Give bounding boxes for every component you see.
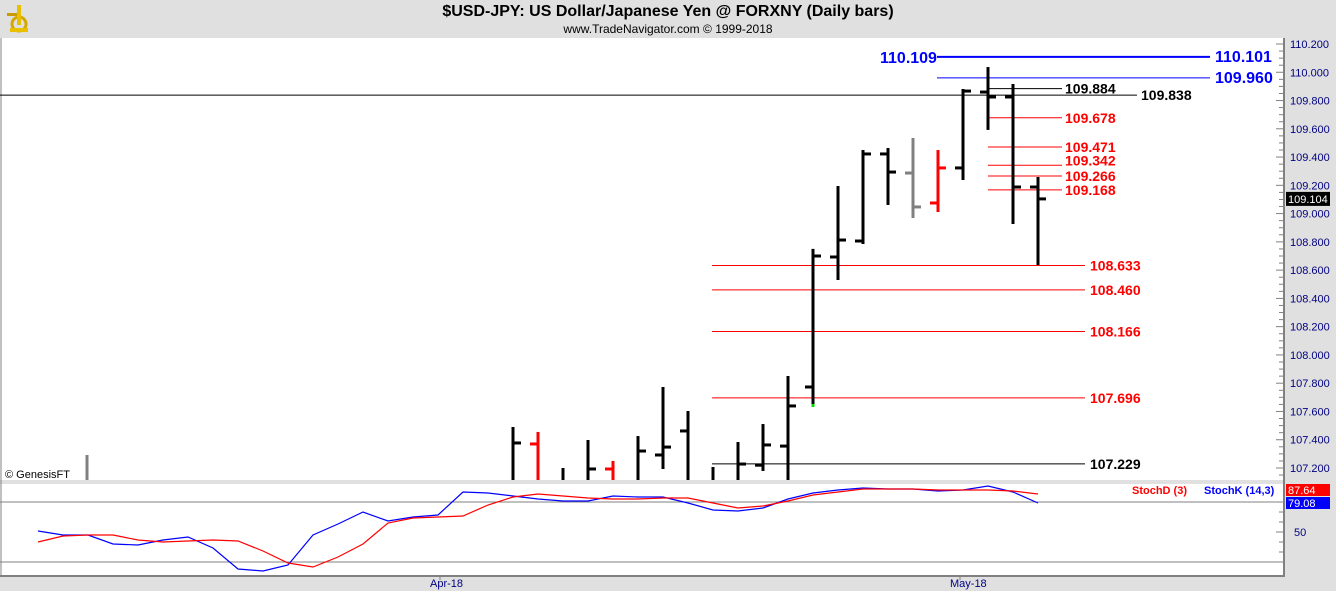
price-bar: [980, 67, 996, 130]
level-label: 108.460: [1090, 282, 1141, 298]
y-tick-label: 108.000: [1290, 350, 1330, 362]
price-bar: [586, 440, 596, 480]
x-tick-label: Apr-18: [430, 578, 463, 590]
last-price-label: 109.104: [1288, 194, 1328, 206]
y-tick-label: 108.800: [1290, 237, 1330, 249]
price-bar: [636, 436, 646, 480]
y-tick-label: 110.200: [1290, 39, 1329, 51]
level-label: 109.960: [1215, 70, 1273, 87]
price-bar: [736, 441, 746, 480]
x-tick-label: May-18: [950, 578, 987, 590]
level-label: 109.471: [1065, 139, 1116, 155]
price-bar: [755, 424, 771, 471]
level-label: 108.166: [1090, 323, 1141, 339]
stoch-legend-d: StochD (3): [1132, 485, 1187, 497]
y-tick-label: 109.800: [1290, 96, 1330, 108]
price-bar: [880, 148, 896, 205]
y-tick-label: 108.400: [1290, 293, 1330, 305]
price-bar: [805, 248, 821, 404]
price-bar: [780, 375, 796, 480]
price-bar: [855, 149, 871, 244]
stoch-last-label: 87.64: [1288, 485, 1316, 497]
price-bar: [830, 186, 846, 281]
stoch-tick-label: 50: [1294, 527, 1306, 539]
level-label: 109.884: [1065, 81, 1116, 97]
y-tick-label: 109.400: [1290, 152, 1330, 164]
y-tick-label: 109.000: [1290, 209, 1330, 221]
level-label: 109.342: [1065, 152, 1116, 168]
level-label: 109.266: [1065, 168, 1116, 184]
sextant-logo-icon: [7, 5, 28, 33]
stoch-last-label: 79.08: [1288, 498, 1316, 510]
stoch-last-badge: [1286, 497, 1330, 509]
price-panel: [0, 38, 1283, 480]
price-bar: [955, 88, 971, 180]
level-label: 110.101: [1215, 49, 1272, 66]
price-bar: [930, 149, 946, 213]
price-bar: [530, 431, 540, 480]
chart-subtitle: www.TradeNavigator.com © 1999-2018: [563, 22, 773, 36]
y-tick-label: 107.200: [1290, 463, 1330, 475]
low-marker: [811, 403, 815, 407]
level-label: 109.838: [1141, 87, 1192, 103]
level-label: 109.678: [1065, 110, 1116, 126]
stoch-line-k: [37, 485, 1039, 572]
header-bar: $USD-JPY: US Dollar/Japanese Yen @ FORXN…: [0, 0, 1336, 38]
price-bar: [1030, 176, 1046, 266]
price-bar: [905, 137, 921, 218]
chart-title: $USD-JPY: US Dollar/Japanese Yen @ FORXN…: [442, 3, 894, 20]
price-bar: [680, 411, 690, 480]
y-tick-label: 108.600: [1290, 265, 1330, 277]
copyright-label: © GenesisFT: [5, 469, 70, 481]
stoch-legend-k: StochK (14,3): [1204, 485, 1275, 497]
stoch-panel: [0, 484, 1283, 575]
price-bar: [511, 427, 521, 480]
y-tick-label: 107.400: [1290, 435, 1330, 447]
y-tick-label: 108.200: [1290, 322, 1330, 334]
y-tick-label: 107.600: [1290, 406, 1330, 418]
y-tick-label: 109.600: [1290, 124, 1330, 136]
y-tick-label: 109.200: [1290, 180, 1330, 192]
stoch-last-badge: [1286, 484, 1330, 496]
level-label-left: 110.109: [880, 50, 937, 67]
level-label: 107.229: [1090, 456, 1141, 472]
y-tick-label: 110.000: [1290, 67, 1329, 79]
price-bar: [605, 460, 615, 480]
y-tick-label: 107.800: [1290, 378, 1330, 390]
level-label: 109.168: [1065, 182, 1116, 198]
price-bar: [1005, 83, 1021, 225]
price-bar: [655, 387, 671, 469]
stoch-line-d: [37, 488, 1039, 568]
last-price-badge: [1286, 191, 1330, 206]
level-label: 107.696: [1090, 390, 1141, 406]
level-label: 108.633: [1090, 257, 1141, 273]
